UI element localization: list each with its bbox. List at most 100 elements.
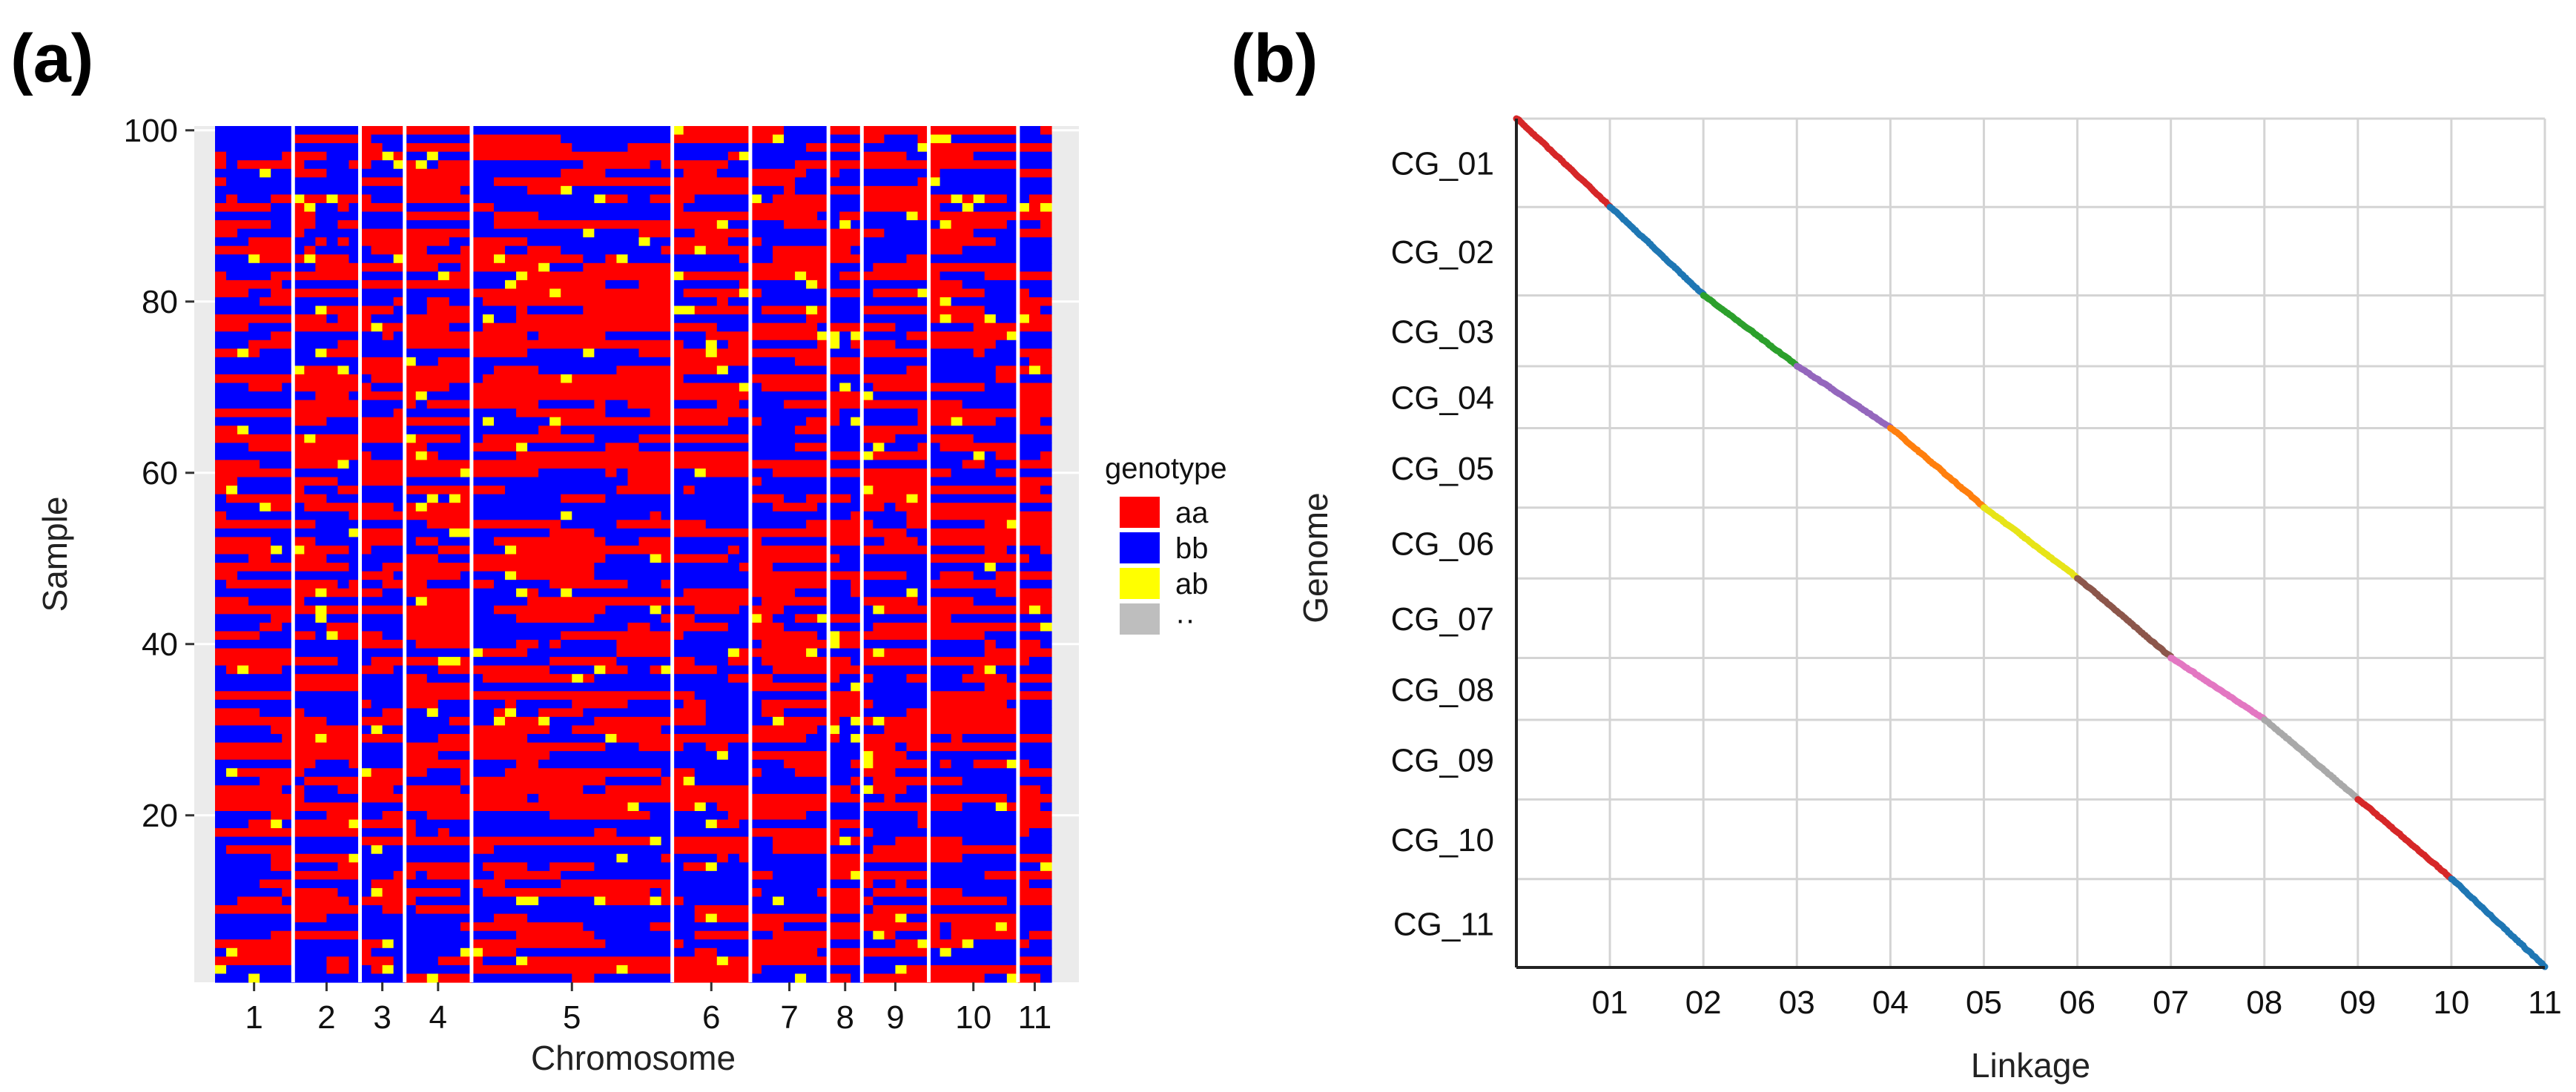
genotype-cell-bb	[304, 486, 339, 495]
genotype-cell-ab	[248, 973, 260, 983]
genotype-cell-bb	[862, 640, 930, 649]
genotype-cell-aa	[1028, 930, 1052, 940]
genotype-cell-bb	[828, 913, 862, 923]
genotype-cell-aa	[672, 134, 751, 144]
genotype-cell-aa	[471, 254, 495, 264]
genome-label: CG_06	[1391, 526, 1494, 563]
genotype-cell-aa	[437, 665, 472, 675]
genotype-cell-aa	[215, 460, 260, 469]
genotype-cell-bb	[293, 691, 361, 701]
genotype-cell-aa	[683, 486, 696, 495]
genotype-cell-aa	[616, 734, 673, 744]
genotype-cell-bb	[828, 964, 862, 975]
genotype-cell-aa	[828, 237, 862, 247]
genotype-cell-aa	[750, 348, 829, 358]
genotype-cell-aa	[605, 254, 618, 264]
genotype-cell-bb	[293, 305, 316, 315]
genotype-cell-bb	[1017, 699, 1052, 709]
genotype-cell-aa	[360, 177, 406, 187]
genotype-cell-bb	[605, 776, 662, 786]
genotype-cell-aa	[851, 580, 862, 589]
genotype-cell-bb	[928, 185, 1019, 195]
genotype-cell-aa	[862, 340, 896, 349]
genotype-cell-aa	[349, 160, 361, 170]
genotype-cell-ab	[839, 836, 851, 846]
genotype-cell-bb	[862, 443, 873, 452]
genotype-cell-aa	[917, 177, 930, 187]
genotype-cell-aa	[516, 305, 528, 315]
genotype-cell-ab	[873, 443, 885, 452]
genotype-cell-bb	[951, 297, 1019, 307]
genotype-cell-aa	[371, 964, 383, 975]
genotype-cell-ab	[404, 434, 417, 443]
genotype-cell-bb	[360, 682, 406, 692]
genotype-cell-aa	[716, 297, 729, 307]
genotype-cell-aa	[293, 374, 361, 384]
genotype-cell-ab	[862, 391, 873, 401]
genotype-cell-ab	[862, 785, 873, 795]
genotype-cell-ab	[415, 503, 428, 512]
genotype-cell-bb	[828, 202, 862, 213]
genotype-cell-aa	[773, 836, 829, 846]
genotype-cell-bb	[1040, 785, 1052, 795]
genotype-cell-bb	[862, 383, 873, 392]
genotype-cell-aa	[627, 622, 651, 632]
genotype-cell-aa	[326, 305, 361, 315]
panel-b-label: (b)	[1231, 21, 1318, 96]
genotype-cell-bb	[995, 417, 1019, 426]
genotype-cell-aa	[795, 768, 829, 778]
genotype-cell-bb	[360, 913, 406, 923]
genotype-cell-ab	[594, 665, 606, 675]
genotype-cell-bb	[672, 580, 751, 589]
genotype-cell-ab	[260, 503, 271, 512]
genotype-cell-aa	[973, 322, 1019, 332]
genotype-cell-bb	[215, 331, 271, 341]
genotype-cell-aa	[939, 759, 952, 769]
genotype-cell-aa	[828, 930, 862, 940]
genotype-cell-aa	[404, 340, 472, 349]
genotype-cell-aa	[661, 160, 673, 170]
genotype-cell-bb	[471, 571, 506, 580]
genotype-cell-aa	[226, 845, 294, 855]
genotype-cell-aa	[360, 939, 383, 949]
genotype-cell-aa	[393, 297, 406, 307]
genotype-cell-bb	[293, 973, 361, 983]
genotype-cell-aa	[248, 348, 260, 358]
x-tick-label: 2	[317, 999, 335, 1036]
genotype-cell-bb	[761, 537, 829, 546]
genotype-cell-aa	[360, 143, 383, 153]
genotype-cell-aa	[527, 588, 539, 598]
genotype-cell-bb	[862, 836, 896, 846]
genotype-cell-bb	[293, 503, 305, 512]
genotype-cell-aa	[215, 691, 294, 701]
genotype-cell-aa	[404, 887, 461, 898]
genotype-cell-aa	[404, 785, 461, 795]
genotype-cell-bb	[404, 648, 472, 658]
genotype-cell-ab	[594, 194, 606, 204]
genotype-cell-aa	[360, 896, 406, 906]
genotype-cell-bb	[661, 725, 673, 735]
genotype-cell-bb	[750, 245, 773, 255]
genotype-cell-aa	[828, 469, 862, 478]
genotype-cell-ab	[371, 887, 383, 898]
genotype-cell-aa	[349, 759, 361, 769]
genotype-cell-bb	[884, 443, 919, 452]
genotype-cell-ab	[839, 220, 851, 230]
genotype-cell-bb	[260, 460, 294, 469]
genotype-cell-aa	[304, 245, 316, 255]
genotype-cell-bb	[672, 228, 696, 238]
genotype-cell-aa	[360, 365, 406, 375]
genotype-cell-ab	[382, 151, 394, 161]
genotype-cell-aa	[337, 631, 361, 641]
genotype-cell-aa	[404, 211, 472, 221]
genotype-cell-bb	[471, 417, 483, 426]
genotype-cell-bb	[1028, 657, 1052, 666]
genotype-cell-aa	[873, 887, 930, 898]
genotype-cell-aa	[426, 305, 472, 315]
genotype-cell-ab	[828, 331, 840, 341]
genotype-cell-aa	[928, 939, 963, 949]
genotype-cell-bb	[437, 151, 472, 161]
genotype-cell-aa	[694, 947, 718, 957]
genotype-cell-ab	[1040, 202, 1052, 213]
genotype-cell-aa	[215, 793, 294, 804]
